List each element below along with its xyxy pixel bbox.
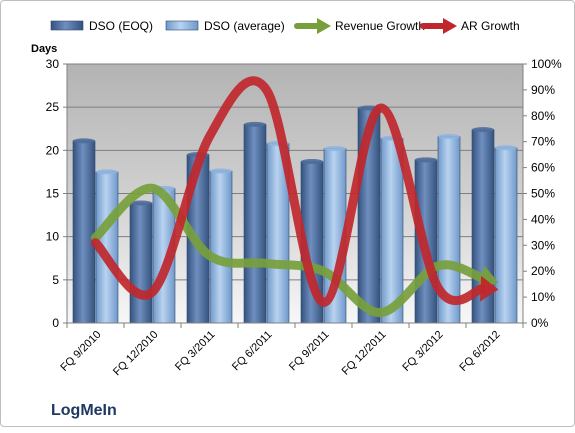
bar-cap bbox=[415, 157, 437, 163]
y-tick-label: 25 bbox=[46, 100, 60, 114]
y-tick-label: 0 bbox=[52, 316, 59, 330]
bar-dso-average bbox=[494, 147, 518, 324]
y2-tick-label: 30% bbox=[531, 238, 555, 252]
y2-tick-label: 80% bbox=[531, 109, 555, 123]
y-tick-label: 20 bbox=[46, 143, 60, 157]
legend-label-ar-growth: AR Growth bbox=[461, 19, 520, 33]
bar-cap bbox=[96, 169, 118, 175]
y2-tick-label: 90% bbox=[531, 83, 555, 97]
bar-dso-eoq bbox=[243, 124, 267, 324]
line-ar-growth bbox=[91, 76, 488, 307]
y2-tick-label: 100% bbox=[531, 57, 562, 71]
legend-arrow-ar-growth bbox=[443, 18, 457, 34]
legend-arrow-revenue-growth bbox=[317, 18, 331, 34]
y2-tick-label: 70% bbox=[531, 135, 555, 149]
bar-cap bbox=[324, 146, 346, 152]
brand-label: LogMeIn bbox=[51, 402, 117, 419]
y-tick-label: 15 bbox=[46, 187, 60, 201]
legend-label-dso-eoq: DSO (EOQ) bbox=[89, 19, 153, 33]
bar-cap bbox=[210, 168, 232, 174]
legend-label-revenue-growth: Revenue Growth bbox=[335, 19, 425, 33]
legend-label-dso-average: DSO (average) bbox=[204, 19, 285, 33]
arrowhead-ar-growth bbox=[479, 275, 499, 302]
legend-swatch-dso-average bbox=[165, 20, 199, 31]
y-axis-label: Days bbox=[31, 43, 57, 55]
y2-tick-label: 40% bbox=[531, 212, 555, 226]
y2-tick-label: 20% bbox=[531, 264, 555, 278]
y2-tick-label: 0% bbox=[531, 316, 549, 330]
bar-cap bbox=[472, 127, 494, 133]
y2-tick-label: 50% bbox=[531, 187, 555, 201]
y2-tick-label: 10% bbox=[531, 290, 555, 304]
bar-cap bbox=[438, 134, 460, 140]
bar-dso-eoq bbox=[129, 202, 153, 324]
x-tick-label: FQ 9/2010 bbox=[58, 329, 103, 374]
bar-cap bbox=[73, 138, 95, 144]
x-tick-label: FQ 12/2010 bbox=[111, 329, 161, 379]
bar-cap bbox=[244, 121, 266, 127]
bar-cap bbox=[495, 145, 517, 151]
x-tick-label: FQ 3/2011 bbox=[173, 329, 218, 374]
y-tick-label: 10 bbox=[46, 230, 60, 244]
bar-dso-eoq bbox=[72, 140, 96, 324]
y-tick-label: 5 bbox=[52, 273, 59, 287]
y-tick-label: 30 bbox=[46, 57, 60, 71]
x-tick-label: FQ 12/2011 bbox=[340, 329, 389, 378]
y-axis-ticks: 0 5 10 15 20 25 30 bbox=[46, 57, 67, 330]
bar-dso-average bbox=[209, 170, 233, 324]
y2-axis-ticks: 0% 10% 20% 30% 40% 50% 60% 70% 80% 90% 100% bbox=[523, 57, 562, 330]
y2-tick-label: 60% bbox=[531, 161, 555, 175]
x-tick-label: FQ 6/2012 bbox=[457, 329, 502, 374]
legend: DSO (EOQ) DSO (average) Revenue Growth AR G… bbox=[50, 18, 520, 34]
x-tick-label: FQ 6/2011 bbox=[230, 329, 275, 374]
bar-cap bbox=[130, 200, 152, 206]
bar-cap bbox=[301, 159, 323, 165]
x-tick-label: FQ 3/2012 bbox=[400, 329, 445, 374]
growth-lines bbox=[91, 76, 499, 318]
x-axis-ticks: FQ 9/2010 FQ 12/2010 FQ 3/2011 FQ 6/2011 FQ … bbox=[58, 329, 502, 379]
x-tick-label: FQ 9/2011 bbox=[287, 329, 332, 374]
legend-swatch-dso-eoq bbox=[50, 20, 84, 31]
